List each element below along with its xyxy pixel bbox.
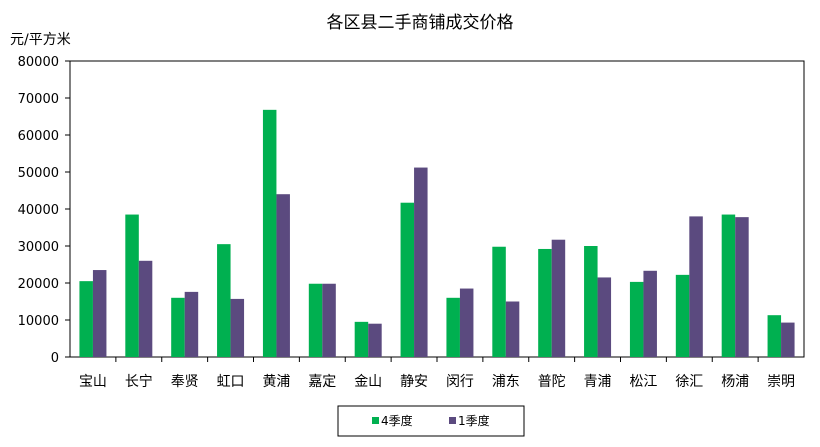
bar-series1 <box>629 281 644 357</box>
bar-series2 <box>459 288 474 357</box>
x-tick-label: 嘉定 <box>308 374 336 390</box>
x-tick-label: 浦东 <box>492 374 520 390</box>
bar-series1 <box>675 274 690 357</box>
y-axis-label: 元/平方米 <box>10 32 71 48</box>
x-tick-label: 崇明 <box>767 374 795 390</box>
legend-box <box>337 405 525 437</box>
x-tick-label: 闵行 <box>446 374 474 390</box>
bar-series1 <box>308 283 323 357</box>
bar-series1 <box>171 297 185 357</box>
y-tick-label: 0 <box>51 351 59 366</box>
x-tick-label: 青浦 <box>584 374 612 390</box>
bar-series2 <box>597 277 612 357</box>
bar-series1 <box>400 202 415 357</box>
bar-series1 <box>79 281 93 357</box>
bar-series1 <box>354 321 369 357</box>
legend: 4季度 1季度 <box>337 405 525 437</box>
bar-series1 <box>446 297 460 357</box>
x-tick-label: 杨浦 <box>721 374 749 390</box>
x-axis-ticks: 宝山 长宁 奉贤 虹口 黄浦 嘉定 金山 静安 闵行 浦东 普陀 青浦 松江 徐汇 杨浦 崇明 <box>79 357 795 390</box>
bar-series2 <box>276 194 290 357</box>
bar-series1 <box>262 109 277 357</box>
bar-series2 <box>735 217 749 357</box>
x-tick-label: 长宁 <box>125 373 153 390</box>
bar-series1 <box>125 214 139 357</box>
bar-series2 <box>368 323 382 357</box>
bar-series2 <box>643 270 657 357</box>
x-tick-label: 静安 <box>400 374 428 390</box>
legend-swatch <box>372 417 379 424</box>
y-axis-ticks: 0 10000 20000 30000 40000 50000 60000 70000 8000… <box>18 55 70 366</box>
x-tick-label: 宝山 <box>79 374 107 390</box>
y-tick-label: 10000 <box>18 314 59 329</box>
bar-series1 <box>767 315 782 357</box>
chart-title: 各区县二手商铺成交价格 <box>327 13 514 33</box>
bar-series1 <box>538 248 552 357</box>
x-tick-label: 松江 <box>629 374 657 390</box>
y-tick-label: 50000 <box>18 166 59 181</box>
bar-series1 <box>217 244 231 357</box>
y-tick-label: 20000 <box>18 277 59 292</box>
bar-series2 <box>781 322 795 357</box>
y-tick-label: 80000 <box>18 55 59 70</box>
bar-series2 <box>689 216 703 357</box>
y-tick-label: 40000 <box>18 203 59 218</box>
bar-series2 <box>551 239 566 357</box>
y-tick-label: 30000 <box>18 240 59 255</box>
x-tick-label: 奉贤 <box>171 374 199 390</box>
bar-series2 <box>414 167 428 357</box>
bar-series2 <box>230 298 245 357</box>
x-tick-label: 黄浦 <box>262 373 290 390</box>
bar-series1 <box>584 246 598 357</box>
x-tick-label: 金山 <box>354 374 382 390</box>
x-tick-label: 徐汇 <box>675 374 703 390</box>
legend-swatch <box>449 417 456 424</box>
legend-label: 1季度 <box>458 413 490 428</box>
bar-series2 <box>138 260 153 357</box>
bars <box>79 109 795 357</box>
y-tick-label: 60000 <box>18 129 59 144</box>
legend-label: 4季度 <box>381 413 413 428</box>
bar-series1 <box>492 246 506 357</box>
bar-series2 <box>92 270 107 357</box>
y-tick-label: 70000 <box>18 92 59 107</box>
bar-series2 <box>505 301 520 357</box>
bar-series2 <box>184 291 199 357</box>
x-tick-label: 虹口 <box>217 374 245 390</box>
bar-series1 <box>721 214 736 357</box>
bar-series2 <box>322 283 336 357</box>
x-tick-label: 普陀 <box>538 374 566 390</box>
